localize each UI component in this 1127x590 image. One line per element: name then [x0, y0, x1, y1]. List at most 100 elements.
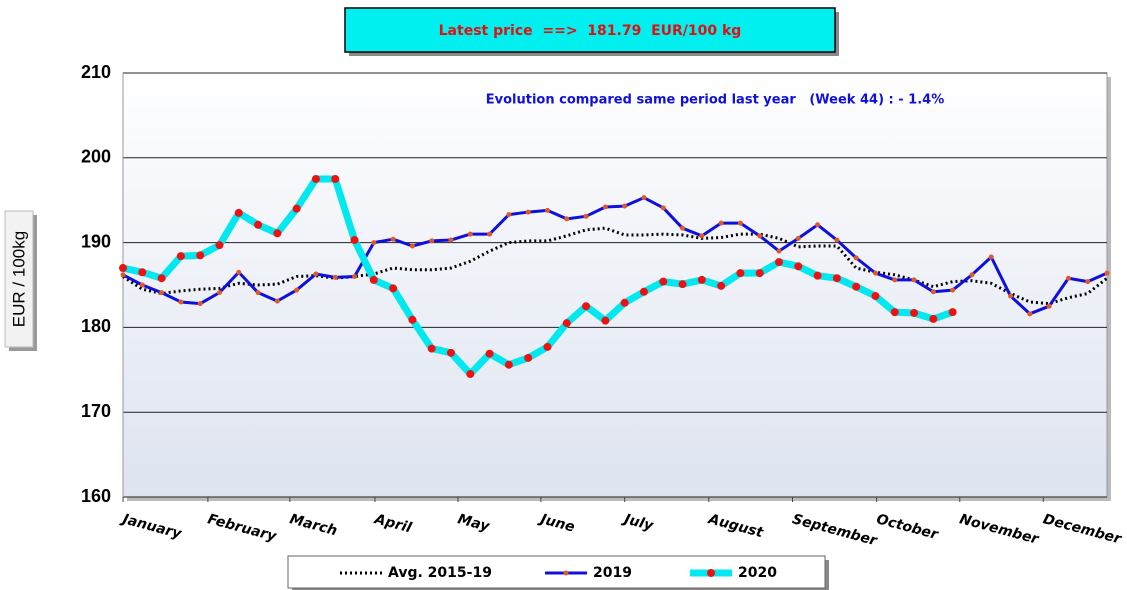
- data-point: [332, 274, 338, 280]
- data-point: [832, 274, 841, 283]
- series-line: [122, 226, 1108, 306]
- data-point: [950, 287, 956, 293]
- data-point: [969, 272, 975, 278]
- data-point: [274, 298, 280, 304]
- data-point: [544, 207, 550, 213]
- data-point: [718, 220, 724, 226]
- data-point: [890, 308, 899, 317]
- y-label-box: [4, 210, 34, 348]
- data-point: [988, 254, 994, 260]
- legend-marker: [563, 570, 569, 576]
- data-point: [678, 280, 687, 289]
- data-point: [948, 308, 957, 317]
- data-point: [178, 299, 184, 305]
- y-tick-label: 190: [81, 231, 111, 251]
- series-line: [122, 196, 1108, 316]
- data-point: [255, 290, 261, 296]
- data-point: [216, 290, 222, 296]
- data-point: [815, 222, 821, 228]
- legend-label: Avg. 2015-19: [388, 565, 492, 581]
- data-point: [371, 240, 377, 246]
- data-point: [427, 344, 436, 353]
- data-point: [311, 175, 320, 183]
- x-tick-label: November: [958, 511, 1041, 548]
- x-tick-label: June: [536, 510, 576, 535]
- x-tick-label: July: [620, 510, 656, 534]
- x-tick-label: March: [288, 511, 339, 539]
- data-point: [622, 203, 628, 209]
- header-box: [344, 7, 836, 53]
- data-point: [659, 277, 668, 286]
- x-tick-label: February: [206, 511, 279, 545]
- data-point: [775, 258, 783, 267]
- y-tick-label: 210: [81, 62, 111, 82]
- data-point: [447, 348, 455, 357]
- data-point: [757, 233, 763, 239]
- data-point: [448, 237, 454, 243]
- data-point: [197, 301, 203, 307]
- data-point: [294, 287, 300, 293]
- data-point: [911, 277, 917, 283]
- data-point: [872, 270, 878, 276]
- data-point: [717, 281, 726, 290]
- data-point: [254, 220, 263, 229]
- data-point: [601, 316, 610, 325]
- data-point: [429, 238, 435, 244]
- data-point: [159, 290, 165, 296]
- data-point: [543, 342, 552, 351]
- data-point: [602, 204, 608, 210]
- data-point: [487, 231, 493, 237]
- data-point: [1065, 275, 1071, 281]
- legend-marker: [707, 569, 715, 577]
- data-point: [1008, 293, 1014, 299]
- data-point: [139, 282, 145, 288]
- data-point: [776, 248, 782, 254]
- y-tick-label: 180: [81, 316, 111, 336]
- data-point: [736, 269, 745, 278]
- data-point: [504, 360, 513, 369]
- data-point: [466, 370, 475, 379]
- data-point: [215, 241, 224, 250]
- data-point: [1046, 303, 1052, 309]
- data-point: [834, 237, 840, 243]
- y-tick-label: 170: [81, 401, 111, 421]
- data-point: [910, 308, 919, 317]
- data-point: [389, 284, 398, 293]
- data-point: [852, 282, 861, 291]
- data-point: [639, 287, 648, 296]
- data-point: [313, 271, 319, 277]
- x-tick-label: September: [790, 511, 879, 549]
- data-point: [369, 275, 378, 284]
- data-point: [409, 243, 415, 249]
- data-point: [1085, 279, 1091, 285]
- data-point: [157, 274, 166, 283]
- data-point: [755, 269, 764, 278]
- annotation: Evolution compared same period last year…: [486, 93, 945, 108]
- x-tick-label: May: [456, 511, 492, 535]
- data-point: [273, 229, 282, 238]
- data-point: [582, 302, 591, 311]
- data-point: [680, 225, 686, 231]
- data-point: [352, 274, 358, 280]
- data-point: [892, 277, 898, 283]
- x-tick-label: January: [118, 510, 184, 542]
- y-axis-label: EUR / 100kg: [9, 231, 28, 327]
- data-point: [236, 269, 242, 275]
- data-point: [1027, 311, 1033, 317]
- data-point: [234, 208, 243, 217]
- data-point: [408, 315, 417, 324]
- data-point: [331, 175, 340, 183]
- data-point: [292, 204, 301, 213]
- data-point: [467, 231, 473, 237]
- data-point: [929, 314, 938, 323]
- legend-label: 2020: [738, 565, 777, 581]
- data-point: [138, 268, 147, 277]
- data-point: [562, 319, 571, 328]
- data-point: [737, 220, 743, 226]
- data-point: [1104, 270, 1110, 276]
- data-point: [524, 353, 533, 362]
- data-point: [485, 349, 494, 358]
- data-point: [196, 251, 205, 260]
